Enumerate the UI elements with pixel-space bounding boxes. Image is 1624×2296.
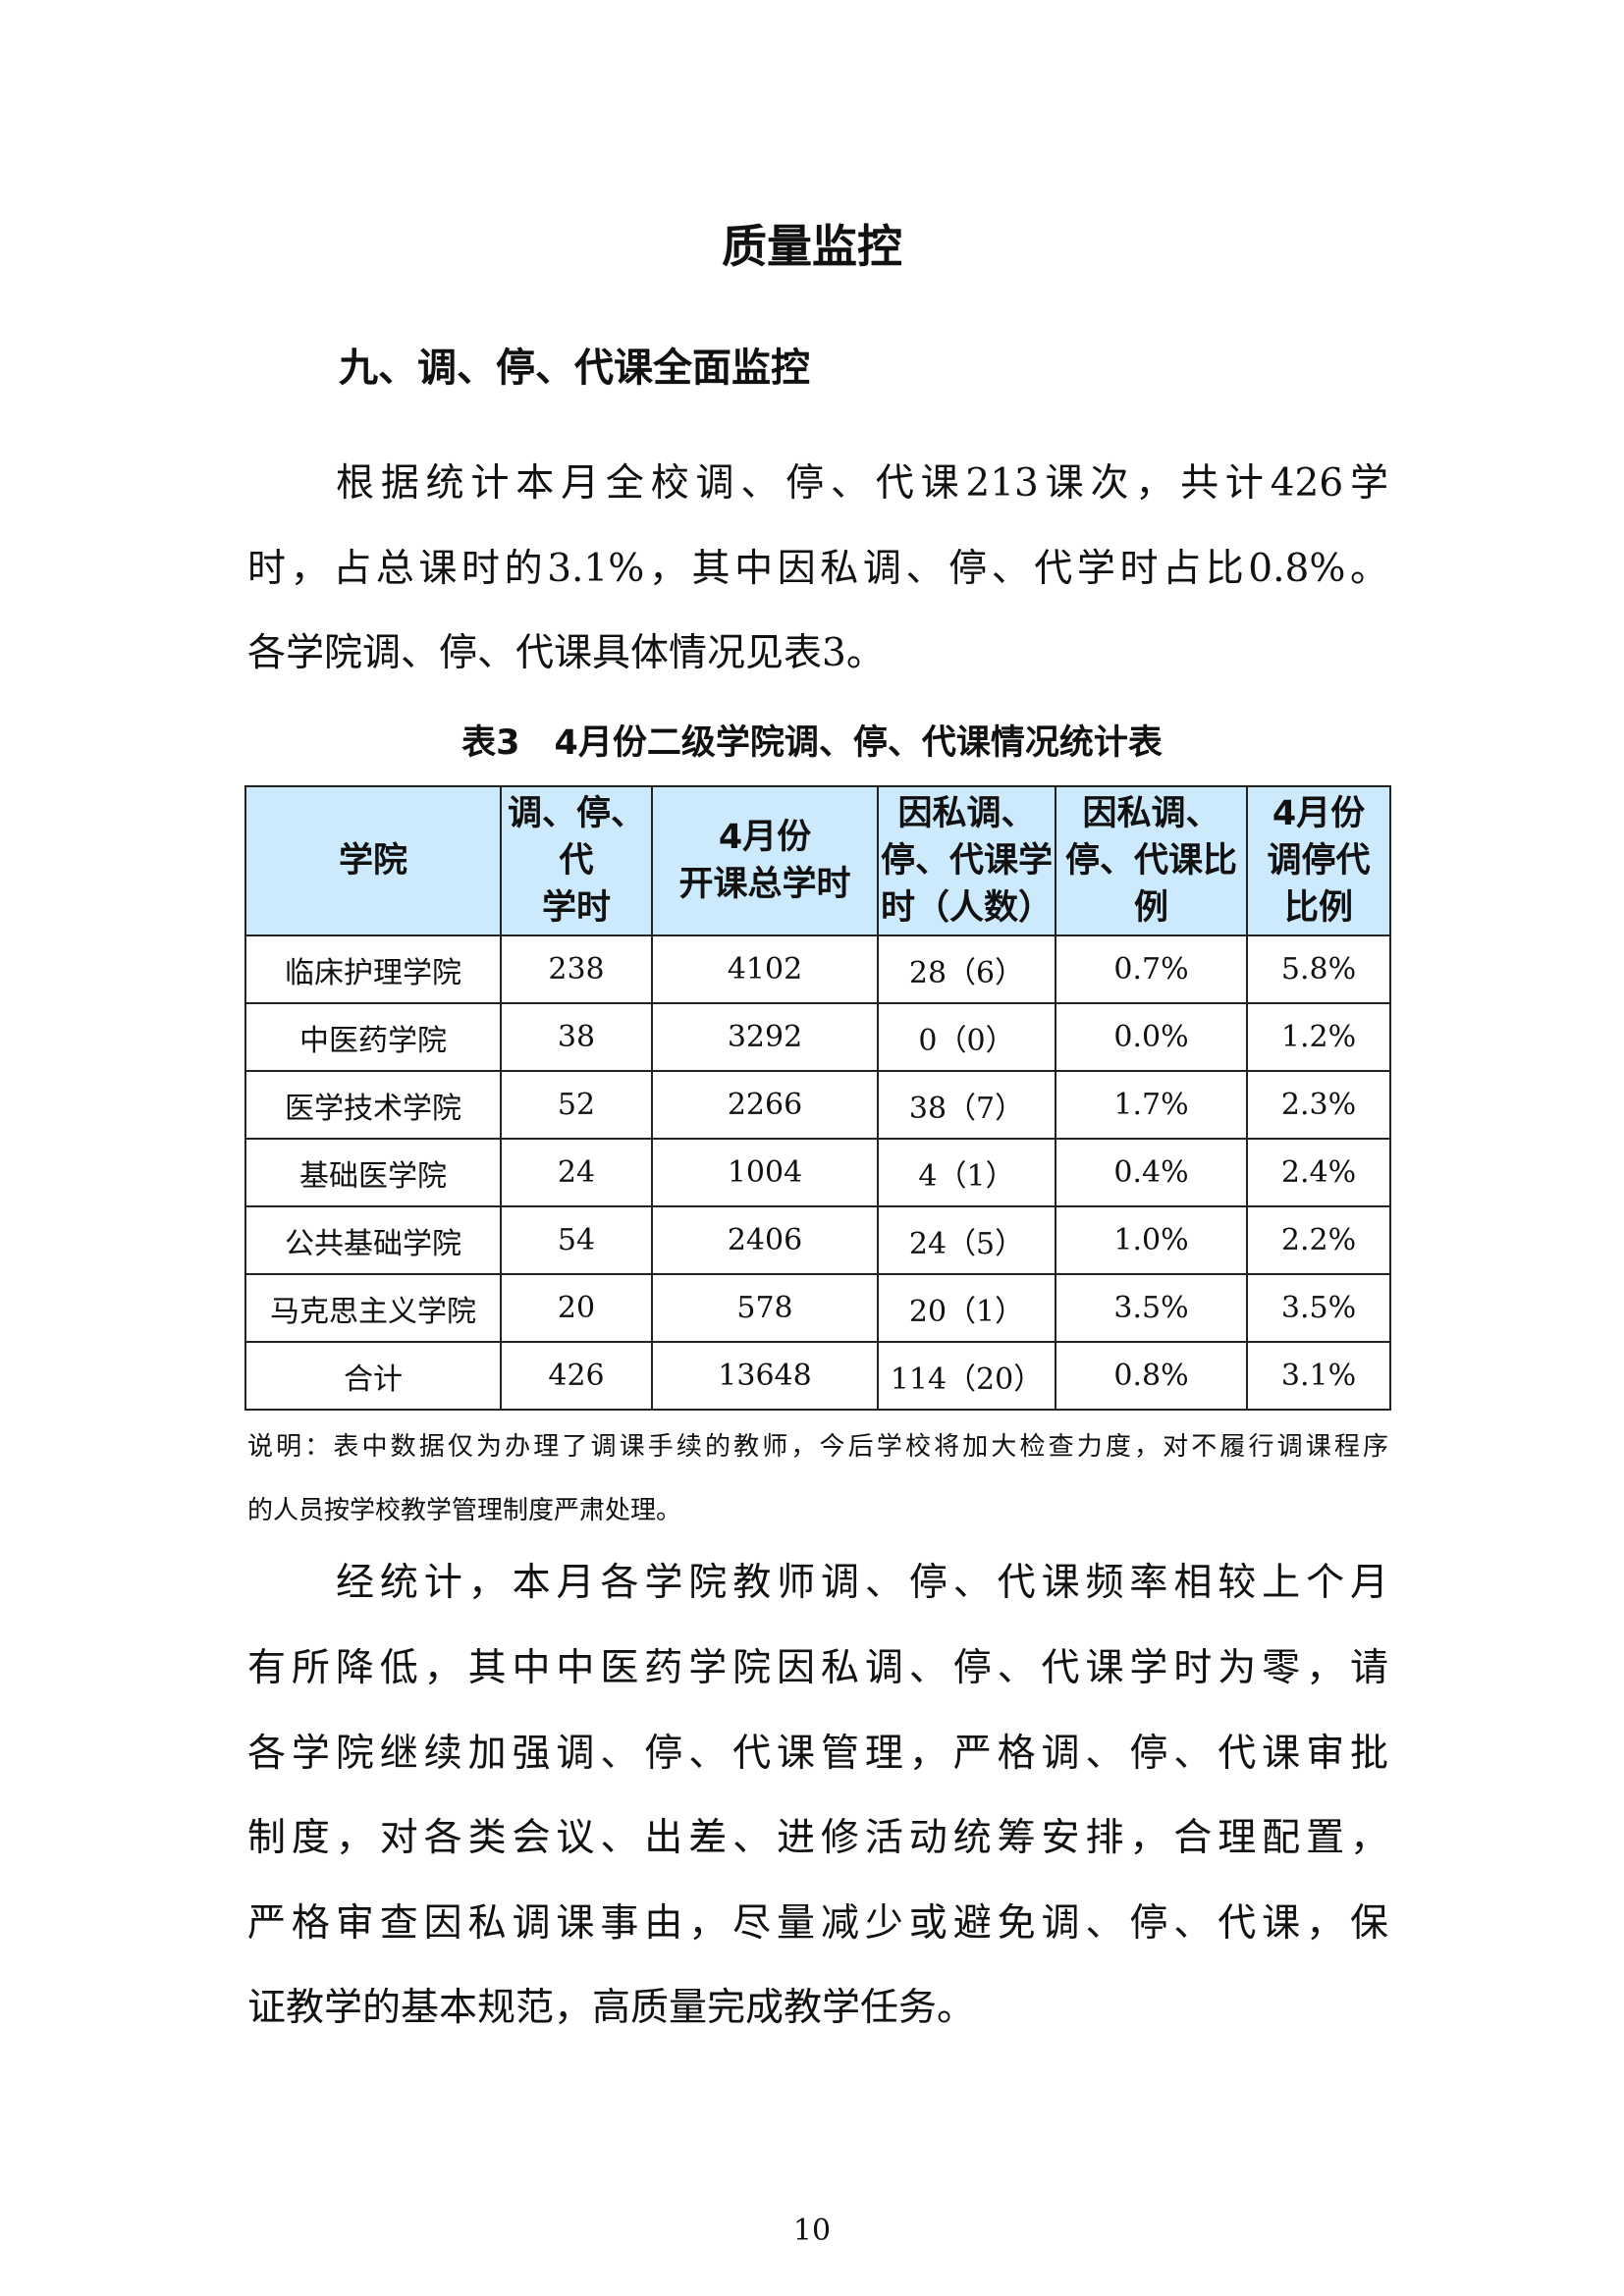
statistics-table: 学院 调、停、代 学时 4月份 开课总学时 因私调、停、代课学时（人数） 因私调… [244,785,1391,1411]
table-cell: 3.5% [1246,1273,1391,1343]
table-cell: 578 [651,1273,879,1343]
paragraph-1-line: 时，占总课时的3.1%，其中因私调、停、代学时占比0.8%。 [247,547,1388,591]
section-heading: 九、调、停、代课全面监控 [339,346,810,391]
table-cell: 0.8% [1055,1341,1248,1411]
table-cell: 54 [500,1205,653,1275]
table-row: 临床护理学院 238 4102 28（6） 0.7% 5.8% [244,934,1391,1004]
table-cell: 0.0% [1055,1002,1248,1072]
table-cell: 52 [500,1070,653,1140]
table-cell: 0.7% [1055,934,1248,1004]
table-cell: 基础医学院 [244,1138,502,1207]
table-cell: 238 [500,934,653,1004]
table-cell: 1.7% [1055,1070,1248,1140]
table-cell: 医学技术学院 [244,1070,502,1140]
header-hours: 调、停、代 学时 [500,785,653,936]
table-cell: 4102 [651,934,879,1004]
table-row: 基础医学院 24 1004 4（1） 0.4% 2.4% [244,1138,1391,1207]
paragraph-1-line: 各学院调、停、代课具体情况见表3。 [247,631,885,675]
table-cell: 20（1） [877,1273,1056,1343]
table-cell: 马克思主义学院 [244,1273,502,1343]
table-cell: 24 [500,1138,653,1207]
table-note-line: 说明：表中数据仅为办理了调课手续的教师，今后学校将加大检查力度，对不履行调课程序 [247,1432,1388,1462]
table-cell: 3.5% [1055,1273,1248,1343]
table-row: 中医药学院 38 3292 0（0） 0.0% 1.2% [244,1002,1391,1072]
paragraph-2-line: 经统计，本月各学院教师调、停、代课频率相较上个月 [336,1561,1388,1605]
table-cell: 3.1% [1246,1341,1391,1411]
table-cell: 3292 [651,1002,879,1072]
table-cell: 2.4% [1246,1138,1391,1207]
table-cell: 2266 [651,1070,879,1140]
paragraph-2-line: 证教学的基本规范，高质量完成教学任务。 [247,1986,976,2030]
table-cell: 1004 [651,1138,879,1207]
header-private-ratio: 因私调、停、代课比例 [1055,785,1248,936]
table-cell: 2406 [651,1205,879,1275]
table-cell: 114（20） [877,1341,1056,1411]
table-cell: 0（0） [877,1002,1056,1072]
table-cell: 合计 [244,1341,502,1411]
table-cell: 4（1） [877,1138,1056,1207]
table-cell: 公共基础学院 [244,1205,502,1275]
page-title: 质量监控 [722,220,902,273]
table-cell: 2.2% [1246,1205,1391,1275]
table-cell: 5.8% [1246,934,1391,1004]
header-private-hours: 因私调、停、代课学时（人数） [877,785,1056,936]
table-row: 合计 426 13648 114（20） 0.8% 3.1% [244,1341,1391,1411]
table-note-line: 的人员按学校教学管理制度严肃处理。 [247,1496,682,1525]
table-cell: 2.3% [1246,1070,1391,1140]
table-cell: 0.4% [1055,1138,1248,1207]
table-cell: 38（7） [877,1070,1056,1140]
paragraph-2-line: 严格审查因私调课事由，尽量减少或避免调、停、代课，保 [247,1901,1388,1946]
paragraph-2-line: 有所降低，其中中医药学院因私调、停、代课学时为零，请 [247,1646,1388,1690]
table-cell: 1.0% [1055,1205,1248,1275]
page-number: 10 [792,2214,832,2248]
header-total-hours: 4月份 开课总学时 [651,785,879,936]
table-cell: 中医药学院 [244,1002,502,1072]
table-cell: 13648 [651,1341,879,1411]
table-cell: 28（6） [877,934,1056,1004]
table-header-row: 学院 调、停、代 学时 4月份 开课总学时 因私调、停、代课学时（人数） 因私调… [244,785,1391,936]
paragraph-2-line: 各学院继续加强调、停、代课管理，严格调、停、代课审批 [247,1732,1388,1776]
table-cell: 临床护理学院 [244,934,502,1004]
table-cell: 38 [500,1002,653,1072]
table-caption: 表3 4月份二级学院调、停、代课情况统计表 [461,723,1163,763]
table-row: 医学技术学院 52 2266 38（7） 1.7% 2.3% [244,1070,1391,1140]
table-cell: 1.2% [1246,1002,1391,1072]
header-ratio: 4月份调停代比例 [1246,785,1391,936]
header-college: 学院 [244,785,502,936]
table-row: 公共基础学院 54 2406 24（5） 1.0% 2.2% [244,1205,1391,1275]
table-cell: 426 [500,1341,653,1411]
table-row: 马克思主义学院 20 578 20（1） 3.5% 3.5% [244,1273,1391,1343]
paragraph-1-line: 根据统计本月全校调、停、代课213课次，共计426学 [336,461,1388,506]
paragraph-2-line: 制度，对各类会议、出差、进修活动统筹安排，合理配置， [247,1816,1388,1860]
table-cell: 20 [500,1273,653,1343]
table-cell: 24（5） [877,1205,1056,1275]
